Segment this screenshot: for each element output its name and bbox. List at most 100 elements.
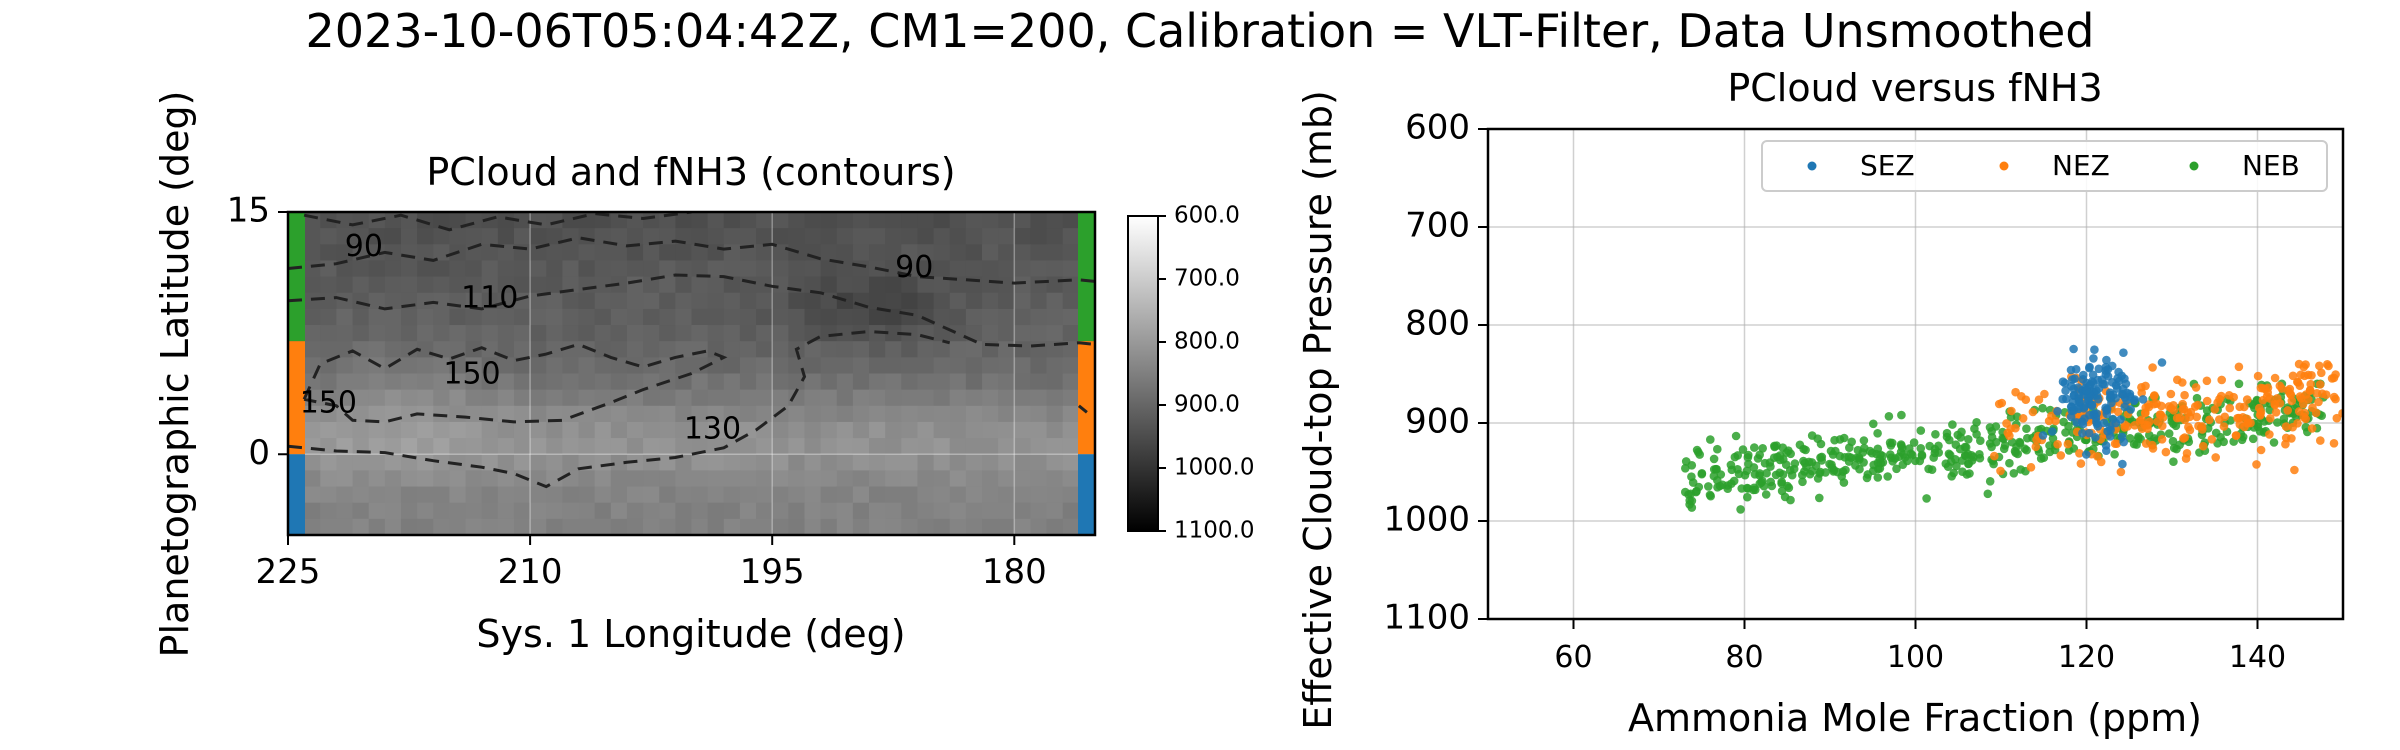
heatmap-cell bbox=[869, 308, 886, 326]
heatmap-cell bbox=[772, 518, 789, 535]
contour-110 bbox=[288, 273, 1095, 348]
heatmap-cell bbox=[933, 454, 951, 471]
heatmap-cell bbox=[1062, 325, 1080, 342]
heatmap-cell bbox=[869, 292, 886, 310]
heatmap-cell bbox=[368, 502, 386, 520]
heatmap-cell bbox=[659, 502, 676, 520]
heatmap-cell bbox=[1014, 389, 1032, 407]
heatmap-cell bbox=[723, 389, 741, 407]
scatter-point bbox=[1750, 443, 1759, 452]
heatmap-cell bbox=[788, 292, 806, 310]
heatmap-cell bbox=[465, 260, 483, 278]
heatmap-cell bbox=[530, 486, 547, 504]
heatmap-cell bbox=[497, 518, 515, 535]
heatmap-cell bbox=[643, 470, 660, 488]
scatter-point bbox=[2229, 392, 2238, 402]
heatmap-cell bbox=[804, 454, 822, 471]
heatmap-cell bbox=[982, 389, 999, 407]
heatmap-cell bbox=[756, 212, 773, 229]
scatter-point bbox=[2198, 425, 2207, 434]
heatmap-cell bbox=[626, 373, 644, 391]
heatmap-cell bbox=[772, 438, 789, 455]
scatter-point bbox=[1799, 456, 1808, 466]
heatmap-cell bbox=[384, 292, 402, 310]
scatter-point bbox=[2038, 431, 2048, 440]
scatter-point bbox=[2017, 392, 2026, 401]
heatmap-cell bbox=[1046, 470, 1064, 488]
heatmap-cell bbox=[626, 292, 644, 310]
legend-marker-neb bbox=[2189, 161, 2199, 171]
heatmap-y-ticks: 15 0 bbox=[227, 191, 288, 473]
heatmap-cell bbox=[933, 518, 951, 535]
heatmap-y-tick-label: 0 bbox=[248, 433, 270, 473]
scatter-point bbox=[1883, 472, 1892, 481]
heatmap-cell bbox=[739, 325, 757, 342]
heatmap-cell bbox=[949, 292, 967, 310]
heatmap-cell bbox=[562, 502, 580, 520]
heatmap-cell bbox=[756, 518, 773, 535]
heatmap-cell bbox=[982, 357, 999, 375]
heatmap-cell bbox=[1014, 212, 1032, 229]
scatter-grid bbox=[1488, 128, 2343, 620]
heatmap-cell bbox=[594, 405, 612, 423]
heatmap-cell bbox=[546, 421, 563, 439]
scatter-point bbox=[2075, 449, 2084, 458]
scatter-point bbox=[2002, 419, 2011, 428]
heatmap-cell bbox=[772, 470, 789, 488]
heatmap-cell bbox=[562, 341, 580, 358]
scatter-point bbox=[2069, 344, 2078, 354]
heatmap-cell bbox=[901, 292, 919, 310]
heatmap-cell bbox=[578, 341, 596, 358]
heatmap-cell bbox=[804, 502, 822, 520]
heatmap-cell bbox=[675, 421, 693, 439]
heatmap-cell bbox=[513, 389, 531, 407]
heatmap-cell bbox=[530, 454, 547, 471]
heatmap-cell bbox=[788, 357, 806, 375]
scatter-point bbox=[2073, 383, 2083, 392]
heatmap-cell bbox=[788, 389, 806, 407]
heatmap-x-tick-label: 225 bbox=[256, 552, 321, 592]
heatmap-cell bbox=[1030, 389, 1048, 407]
heatmap-cell bbox=[1030, 244, 1048, 262]
scatter-point bbox=[2076, 459, 2086, 468]
scatter-point bbox=[2006, 413, 2016, 422]
scatter-point bbox=[2271, 408, 2281, 417]
heatmap-cell bbox=[481, 502, 499, 520]
heatmap-cell bbox=[707, 228, 725, 245]
scatter-point bbox=[1815, 493, 1824, 503]
scatter-point bbox=[1859, 458, 1868, 467]
heatmap-cell bbox=[707, 373, 725, 391]
heatmap-cell bbox=[691, 405, 709, 423]
heatmap-cell bbox=[1046, 357, 1064, 375]
scatter-point bbox=[2316, 436, 2325, 445]
scatter-point bbox=[2113, 374, 2122, 383]
heatmap-cell bbox=[481, 244, 499, 262]
scatter-point bbox=[2191, 383, 2201, 392]
heatmap-cell bbox=[497, 454, 515, 471]
heatmap-cell bbox=[1046, 292, 1064, 310]
scatter-point bbox=[2116, 415, 2125, 424]
heatmap-cell bbox=[707, 341, 725, 358]
heatmap-title: PCloud and fNH3 (contours) bbox=[426, 150, 955, 194]
heatmap-cell bbox=[546, 341, 563, 358]
heatmap-cell bbox=[901, 341, 919, 358]
heatmap-cell bbox=[707, 486, 725, 504]
heatmap-cell bbox=[901, 405, 919, 423]
scatter-point bbox=[1681, 487, 1690, 497]
heatmap-cell bbox=[691, 341, 709, 358]
heatmap-cell bbox=[643, 228, 660, 245]
heatmap-cell bbox=[304, 518, 321, 535]
heatmap-cell bbox=[513, 502, 531, 520]
heatmap-cell bbox=[998, 357, 1015, 375]
heatmap-cell bbox=[885, 421, 902, 439]
heatmap-cell bbox=[756, 470, 773, 488]
scatter-point bbox=[1941, 459, 1951, 469]
heatmap-cell bbox=[513, 405, 531, 423]
heatmap-cell bbox=[885, 486, 902, 504]
heatmap-cell bbox=[998, 518, 1015, 535]
scatter-point bbox=[1713, 444, 1722, 454]
heatmap-cell bbox=[336, 276, 354, 294]
heatmap-cell bbox=[626, 486, 644, 504]
heatmap-cell bbox=[933, 357, 951, 375]
scatter-point bbox=[1916, 444, 1926, 453]
